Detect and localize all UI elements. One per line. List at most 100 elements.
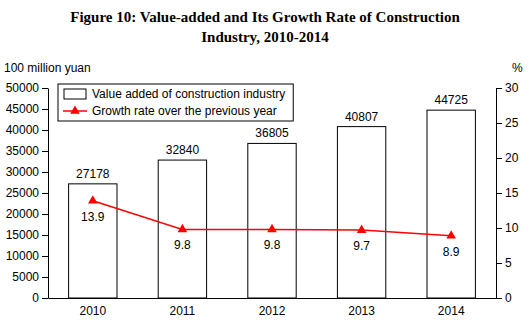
marker <box>178 224 188 232</box>
y-axis-title: 100 million yuan <box>4 61 91 75</box>
y-tick-label: 10000 <box>6 249 40 263</box>
y2-tick: 10 <box>496 221 519 235</box>
line-label: 8.9 <box>443 245 460 259</box>
bar-label: 32840 <box>166 143 200 157</box>
bar <box>427 110 475 298</box>
x-tick: 2011 <box>169 298 195 318</box>
y-tick-mark <box>42 256 48 257</box>
y-tick: 35000 <box>6 144 48 158</box>
y-tick: 25000 <box>6 186 48 200</box>
y-axis-line <box>48 89 49 299</box>
y-tick-mark <box>42 88 48 89</box>
y-tick-mark <box>42 193 48 194</box>
y-tick-label: 0 <box>32 291 39 305</box>
legend-label: Value added of construction industry <box>92 87 285 101</box>
x-tick: 2013 <box>348 298 375 318</box>
marker <box>357 225 367 233</box>
y-tick-label: 30000 <box>6 165 40 179</box>
y-tick-mark <box>42 109 48 110</box>
y2-tick-label: 10 <box>505 221 519 235</box>
y2-tick: 0 <box>496 291 512 305</box>
line-label: 9.7 <box>353 239 370 253</box>
line-label: 13.9 <box>81 210 105 224</box>
y-tick-mark <box>42 235 48 236</box>
x-tick-label: 2013 <box>348 304 375 318</box>
y2-tick: 30 <box>496 81 519 95</box>
y2-tick-mark <box>496 263 502 264</box>
marker <box>267 224 277 232</box>
line-label: 9.8 <box>264 238 281 252</box>
y2-tick-mark <box>496 193 502 194</box>
bar-label: 44725 <box>435 93 469 107</box>
chart: Figure 10: Value-added and Its Growth Ra… <box>0 0 530 333</box>
legend-swatch <box>64 89 86 99</box>
y-tick: 40000 <box>6 123 48 137</box>
y2-tick-label: 0 <box>505 291 512 305</box>
y2-tick-label: 5 <box>505 256 512 270</box>
y2-tick-mark <box>496 298 502 299</box>
bar-label: 36805 <box>255 126 289 140</box>
x-tick: 2010 <box>79 298 106 318</box>
x-tick-label: 2012 <box>259 304 286 318</box>
y-tick: 10000 <box>6 249 48 263</box>
x-axis: 2010 2011 2012 2013 2014 <box>49 298 497 318</box>
y-tick: 50000 <box>6 81 48 95</box>
line-label: 9.8 <box>174 238 191 252</box>
y2-tick-label: 30 <box>505 81 519 95</box>
legend-marker <box>70 105 80 113</box>
data-labels: 27178 32840 36805 40807 44725 13.9 9.8 9.8 9.7 8.… <box>76 93 468 259</box>
y-tick-label: 15000 <box>6 228 40 242</box>
y-tick-label: 40000 <box>6 123 40 137</box>
x-tick: 2012 <box>259 298 286 318</box>
marker <box>88 195 98 203</box>
legend-frame <box>58 84 293 121</box>
y-tick-mark <box>42 172 48 173</box>
y2-axis-title: % <box>512 61 523 75</box>
line <box>93 201 451 236</box>
y-tick: 5000 <box>12 270 48 284</box>
y2-tick-mark <box>496 228 502 229</box>
y-axis: 0 5000 10000 15000 20000 25000 30000 35000 40000… <box>6 81 49 305</box>
bar-label: 40807 <box>345 110 379 124</box>
y-tick-mark <box>42 298 48 299</box>
y-tick-label: 5000 <box>12 270 39 284</box>
x-tick-label: 2014 <box>438 304 465 318</box>
legend-label: Growth rate over the previous year <box>92 104 277 118</box>
y-tick: 30000 <box>6 165 48 179</box>
bar <box>248 143 296 298</box>
y-tick-mark <box>42 214 48 215</box>
y-tick-label: 20000 <box>6 207 40 221</box>
y2-tick-label: 25 <box>505 116 519 130</box>
marker <box>446 230 456 238</box>
y2-tick: 25 <box>496 116 519 130</box>
title: Figure 10: Value-added and Its Growth Ra… <box>70 9 460 45</box>
bar <box>337 127 385 298</box>
y-tick-label: 25000 <box>6 186 40 200</box>
y-tick-mark <box>42 277 48 278</box>
y-tick-label: 35000 <box>6 144 40 158</box>
y2-axis: 0 5 10 15 20 25 30 <box>496 81 519 305</box>
x-axis-line <box>49 298 497 299</box>
y2-tick: 5 <box>496 256 512 270</box>
legend: Value added of construction industry Grow… <box>58 84 293 121</box>
y2-tick: 15 <box>496 186 519 200</box>
y-tick-mark <box>42 130 48 131</box>
bar-label: 27178 <box>76 167 110 181</box>
bar <box>69 184 117 298</box>
x-tick-label: 2010 <box>79 304 106 318</box>
y-tick-label: 50000 <box>6 81 40 95</box>
y2-tick-label: 15 <box>505 186 519 200</box>
y-tick: 20000 <box>6 207 48 221</box>
x-tick-label: 2011 <box>169 304 195 318</box>
y-tick: 45000 <box>6 102 48 116</box>
y-tick: 0 <box>32 291 48 305</box>
y2-tick-mark <box>496 123 502 124</box>
y2-tick-mark <box>496 88 502 89</box>
y-tick-mark <box>42 151 48 152</box>
y-tick: 15000 <box>6 228 48 242</box>
y2-tick: 20 <box>496 151 519 165</box>
plot-marks <box>69 110 476 298</box>
y2-tick-label: 20 <box>505 151 519 165</box>
x-tick: 2014 <box>438 298 465 318</box>
y-tick-label: 45000 <box>6 102 40 116</box>
